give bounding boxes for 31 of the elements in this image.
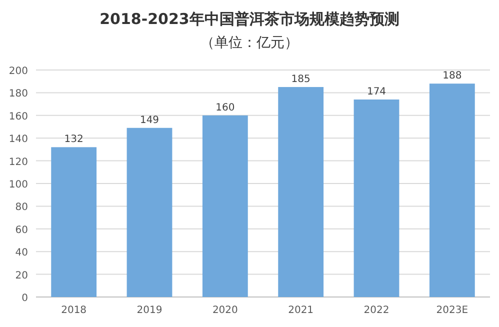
chart-subtitle: （单位：亿元） xyxy=(200,35,298,51)
bar xyxy=(354,100,400,297)
y-tick-label: 20 xyxy=(15,270,28,282)
y-tick-label: 0 xyxy=(22,293,28,304)
y-tick-label: 180 xyxy=(8,88,28,100)
x-tick-label: 2019 xyxy=(136,305,162,316)
bar xyxy=(126,128,172,297)
data-label: 149 xyxy=(140,114,160,126)
x-tick-label: 2020 xyxy=(212,305,238,316)
bar xyxy=(278,87,324,297)
bar xyxy=(202,115,248,297)
data-label: 188 xyxy=(442,70,462,82)
x-tick-label: 2022 xyxy=(364,305,390,316)
bar xyxy=(429,84,475,297)
data-label: 132 xyxy=(64,134,84,146)
y-tick-label: 100 xyxy=(8,180,28,190)
chart-title: 2018-2023年中国普洱茶市场规模趋势预测 xyxy=(100,10,400,28)
data-label: 185 xyxy=(291,74,310,86)
y-tick-label: 140 xyxy=(8,134,28,146)
y-tick-label: 120 xyxy=(8,156,28,168)
data-label: 160 xyxy=(216,102,235,114)
data-label: 174 xyxy=(366,86,386,98)
bar xyxy=(51,147,97,297)
y-tick-label: 160 xyxy=(8,111,28,122)
y-tick-label: 40 xyxy=(15,248,28,259)
y-tick-label: 200 xyxy=(8,66,28,77)
x-tick-label: 2018 xyxy=(61,305,87,316)
x-tick-label: 2021 xyxy=(288,305,314,316)
x-tick-label: 2023E xyxy=(436,305,468,316)
y-tick-label: 60 xyxy=(15,224,28,236)
y-tick-label: 80 xyxy=(15,202,28,214)
